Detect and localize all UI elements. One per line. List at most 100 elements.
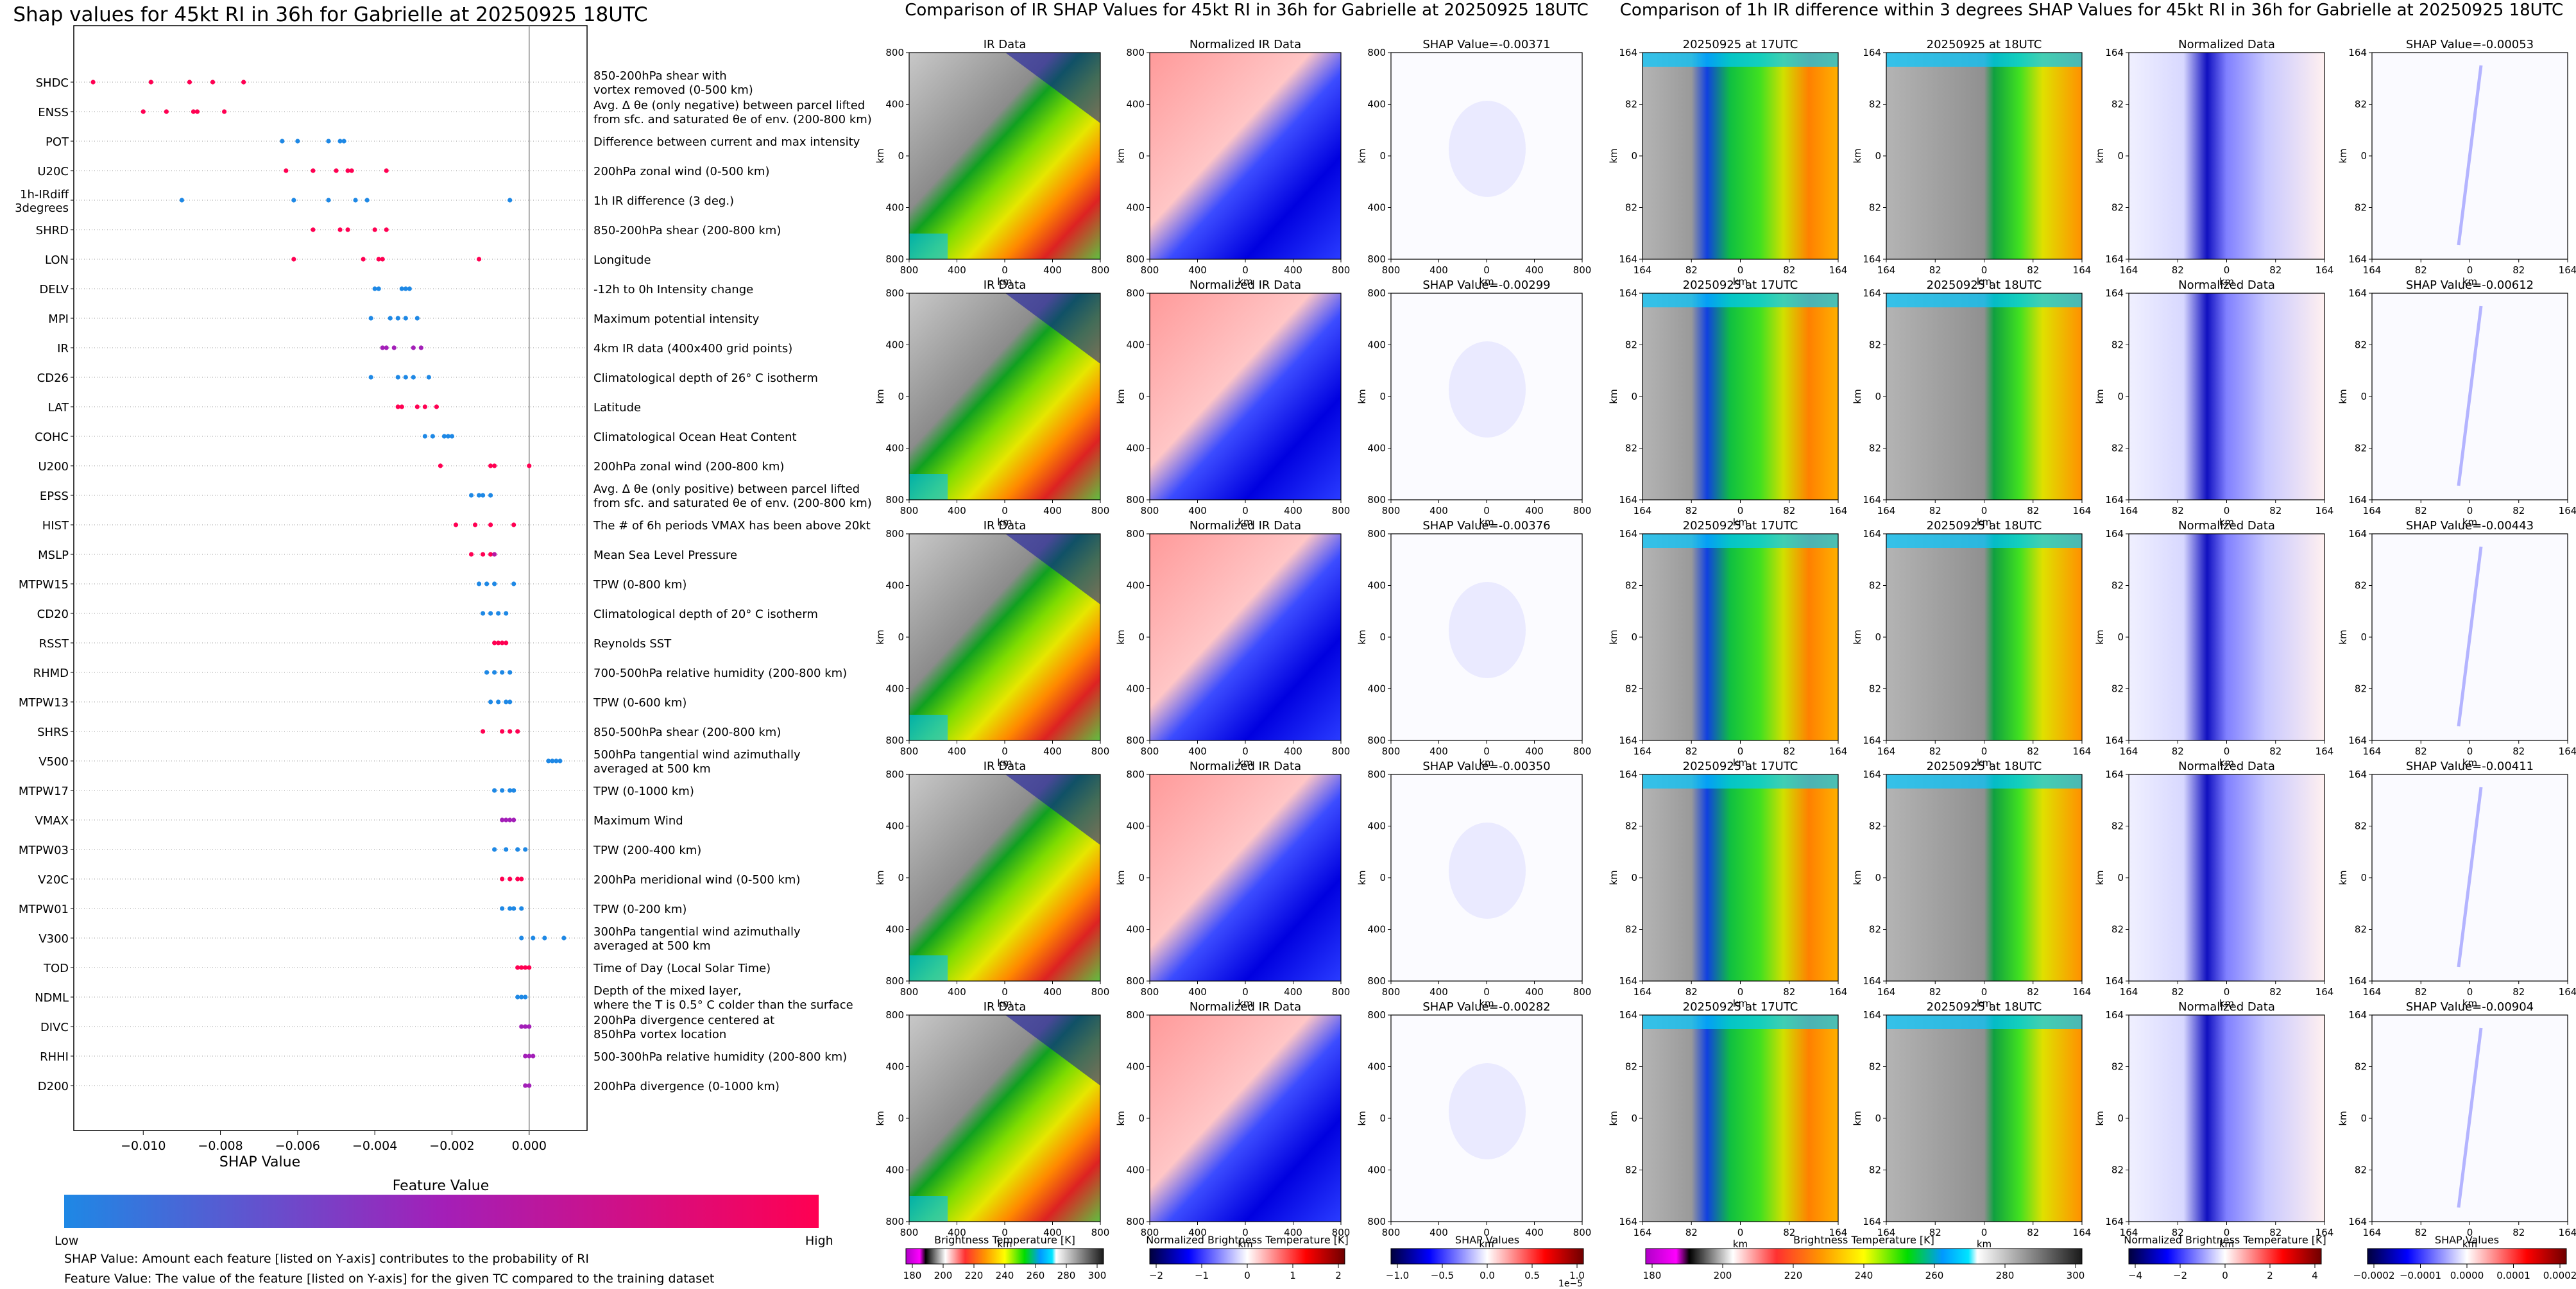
y-axis-label: km	[874, 1111, 886, 1125]
shap-point	[496, 699, 501, 704]
x-tick-label: 800	[1141, 264, 1159, 276]
subplot-title: 20250925 at 17UTC	[1683, 1000, 1798, 1014]
shap-point	[488, 552, 493, 557]
x-tick-label: 82	[2512, 505, 2525, 516]
y-tick-label: 82	[2111, 1165, 2124, 1176]
x-tick-label: 82	[2027, 986, 2039, 998]
x-tick-label: 800	[1091, 986, 1110, 998]
shap-axes-frame	[73, 25, 588, 1131]
shap-point	[523, 965, 528, 970]
x-tick-label: 0	[1242, 986, 1249, 998]
shap-point	[368, 316, 373, 321]
subplot-title: 20250925 at 17UTC	[1683, 519, 1798, 533]
x-tick-label: 0	[1483, 746, 1490, 757]
shap-point	[90, 80, 96, 85]
x-tick-label: 82	[2415, 746, 2427, 757]
x-tick-label: 164	[1633, 264, 1652, 276]
x-tick-label: 164	[1829, 1227, 1848, 1238]
ir-cold-cloud-overlay	[1005, 293, 1100, 364]
y-tick-label: 82	[2355, 924, 2367, 935]
ir-comparison-grid: Comparison of IR SHAP Values for 45kt RI…	[874, 1, 1591, 1289]
x-tick-label: −0.006	[275, 1139, 320, 1153]
shap-point	[353, 198, 358, 203]
shap-point	[519, 906, 524, 911]
feature-description-label: Maximum Wind	[593, 814, 683, 828]
shap-point	[438, 463, 443, 468]
y-tick-label: 164	[1619, 1216, 1637, 1227]
feature-description-label: averaged at 500 km	[593, 939, 711, 953]
y-tick-label: 82	[1869, 99, 1881, 110]
shap-point	[241, 80, 246, 85]
y-tick-label: 0	[2117, 631, 2124, 643]
shap-point	[418, 345, 423, 350]
shap-point	[523, 1083, 528, 1088]
ir-cold-band-overlay	[1642, 53, 1838, 67]
shap-blob	[1449, 101, 1526, 197]
shap-point	[480, 729, 486, 734]
x-tick-label: 800	[1573, 986, 1592, 998]
x-axis-label: km	[1733, 276, 1748, 287]
x-tick-label: 164	[2120, 986, 2138, 998]
x-axis-label: km	[2462, 516, 2477, 528]
ir-cold-band-overlay	[1886, 534, 2082, 548]
x-tick-label: 400	[1284, 986, 1302, 998]
colorbar-tick-label: 1	[1290, 1270, 1296, 1281]
shap-point	[476, 257, 482, 262]
y-tick-label: 164	[2348, 528, 2367, 540]
feature-code-label: MTPW17	[19, 785, 69, 798]
shap-point	[468, 552, 474, 557]
x-tick-label: 0	[1981, 505, 1988, 516]
subplot-title: Normalized IR Data	[1190, 38, 1301, 51]
shap-point	[523, 994, 528, 1000]
shap-streak	[2457, 787, 2483, 968]
x-axis-label: km	[1977, 757, 1992, 769]
y-tick-label: 164	[1863, 1009, 1881, 1021]
y-tick-label: 800	[1126, 47, 1145, 58]
y-tick-label: 0	[1875, 150, 1881, 162]
feature-code-label: SHDC	[36, 76, 69, 90]
x-tick-label: 164	[2073, 264, 2092, 276]
y-tick-label: 164	[2348, 769, 2367, 780]
feature-code-label: MTPW15	[19, 578, 69, 592]
colorbar-tick-label: −2	[2173, 1270, 2187, 1281]
colorbar-tick-label: 180	[903, 1270, 922, 1281]
x-tick-label: 400	[1284, 746, 1302, 757]
y-axis-label: km	[2094, 389, 2106, 404]
x-axis-label: km	[1733, 516, 1748, 528]
x-tick-label: 164	[2073, 746, 2092, 757]
ir-cold-cloud-overlay	[1005, 53, 1100, 123]
x-tick-label: 82	[2172, 505, 2184, 516]
y-axis-label: km	[1608, 1111, 1619, 1125]
x-tick-label: 400	[1525, 746, 1544, 757]
colorbar-tick-label: −0.5	[1431, 1270, 1454, 1281]
x-tick-label: 0	[1483, 264, 1490, 276]
y-tick-label: 400	[885, 202, 904, 214]
x-tick-label: 400	[1429, 264, 1448, 276]
feature-code-label: D200	[38, 1080, 69, 1093]
feature-description-label: 850-500hPa shear (200-800 km)	[593, 726, 781, 739]
y-tick-label: 800	[1367, 494, 1386, 506]
shap-point	[191, 109, 196, 114]
feature-description-label: Climatological depth of 26° C isotherm	[593, 371, 818, 385]
shap-point	[434, 404, 439, 409]
feature-code-label: EPSS	[40, 490, 69, 503]
y-tick-label: 164	[1619, 1009, 1637, 1021]
colorbar-tick-label: 0.5	[1524, 1270, 1540, 1281]
y-tick-label: 800	[885, 1009, 904, 1021]
y-tick-label: 800	[1126, 494, 1145, 506]
feature-description-label: 200hPa divergence (0-1000 km)	[593, 1080, 780, 1093]
x-tick-label: 164	[2316, 1227, 2334, 1238]
diff-shap-colorbar-label: SHAP Values	[2435, 1234, 2499, 1246]
x-tick-label: 82	[1783, 986, 1795, 998]
y-tick-label: 400	[885, 683, 904, 695]
x-axis-label: km	[1733, 1238, 1748, 1250]
x-tick-label: 0	[1483, 986, 1490, 998]
x-tick-label: 0	[2467, 986, 2473, 998]
x-tick-label: 164	[2363, 746, 2382, 757]
shap-point	[523, 1024, 528, 1029]
y-tick-label: 0	[2360, 391, 2367, 402]
x-tick-label: 800	[1382, 746, 1401, 757]
feature-code-label: U20C	[37, 165, 69, 178]
shap-point	[527, 463, 532, 468]
x-axis-label: km	[2219, 998, 2234, 1009]
